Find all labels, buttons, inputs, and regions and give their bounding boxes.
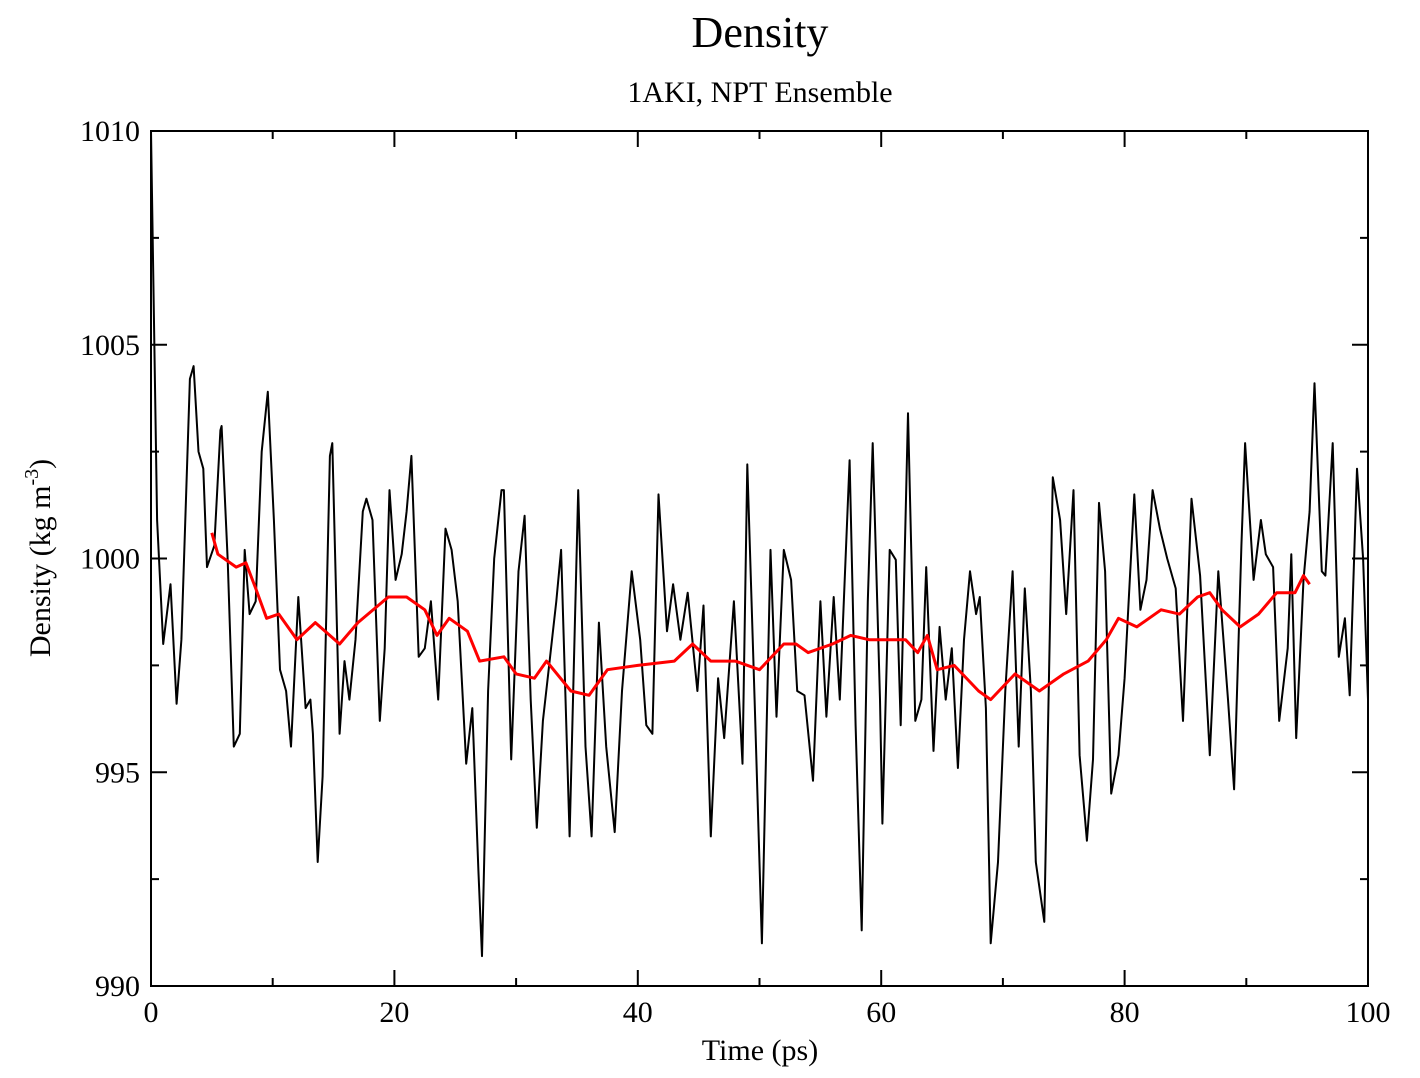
- y-tick-label: 1005: [80, 329, 140, 362]
- x-tick-label: 60: [866, 996, 896, 1029]
- chart-title: Density: [692, 8, 829, 57]
- x-tick-label: 20: [379, 996, 409, 1029]
- y-axis-label-superscript: -3: [21, 469, 43, 486]
- y-tick-label: 995: [95, 756, 140, 789]
- x-axis-label: Time (ps): [702, 1034, 818, 1067]
- x-tick-label: 100: [1346, 996, 1391, 1029]
- chart-subtitle: 1AKI, NPT Ensemble: [627, 76, 892, 109]
- y-tick-label: 1000: [80, 543, 140, 576]
- y-axis-label: Density (kg m-3): [21, 459, 57, 657]
- y-tick-label: 1010: [80, 115, 140, 148]
- data-line: [150, 130, 1369, 958]
- y-axis-label-suffix: ): [24, 459, 57, 469]
- x-tick-label: 40: [623, 996, 653, 1029]
- x-tick-label: 0: [144, 996, 159, 1029]
- y-tick-label: 990: [95, 970, 140, 1003]
- y-axis-label-text: Density (kg m: [24, 486, 57, 658]
- x-tick-label: 80: [1110, 996, 1140, 1029]
- data-line: [210, 532, 1311, 702]
